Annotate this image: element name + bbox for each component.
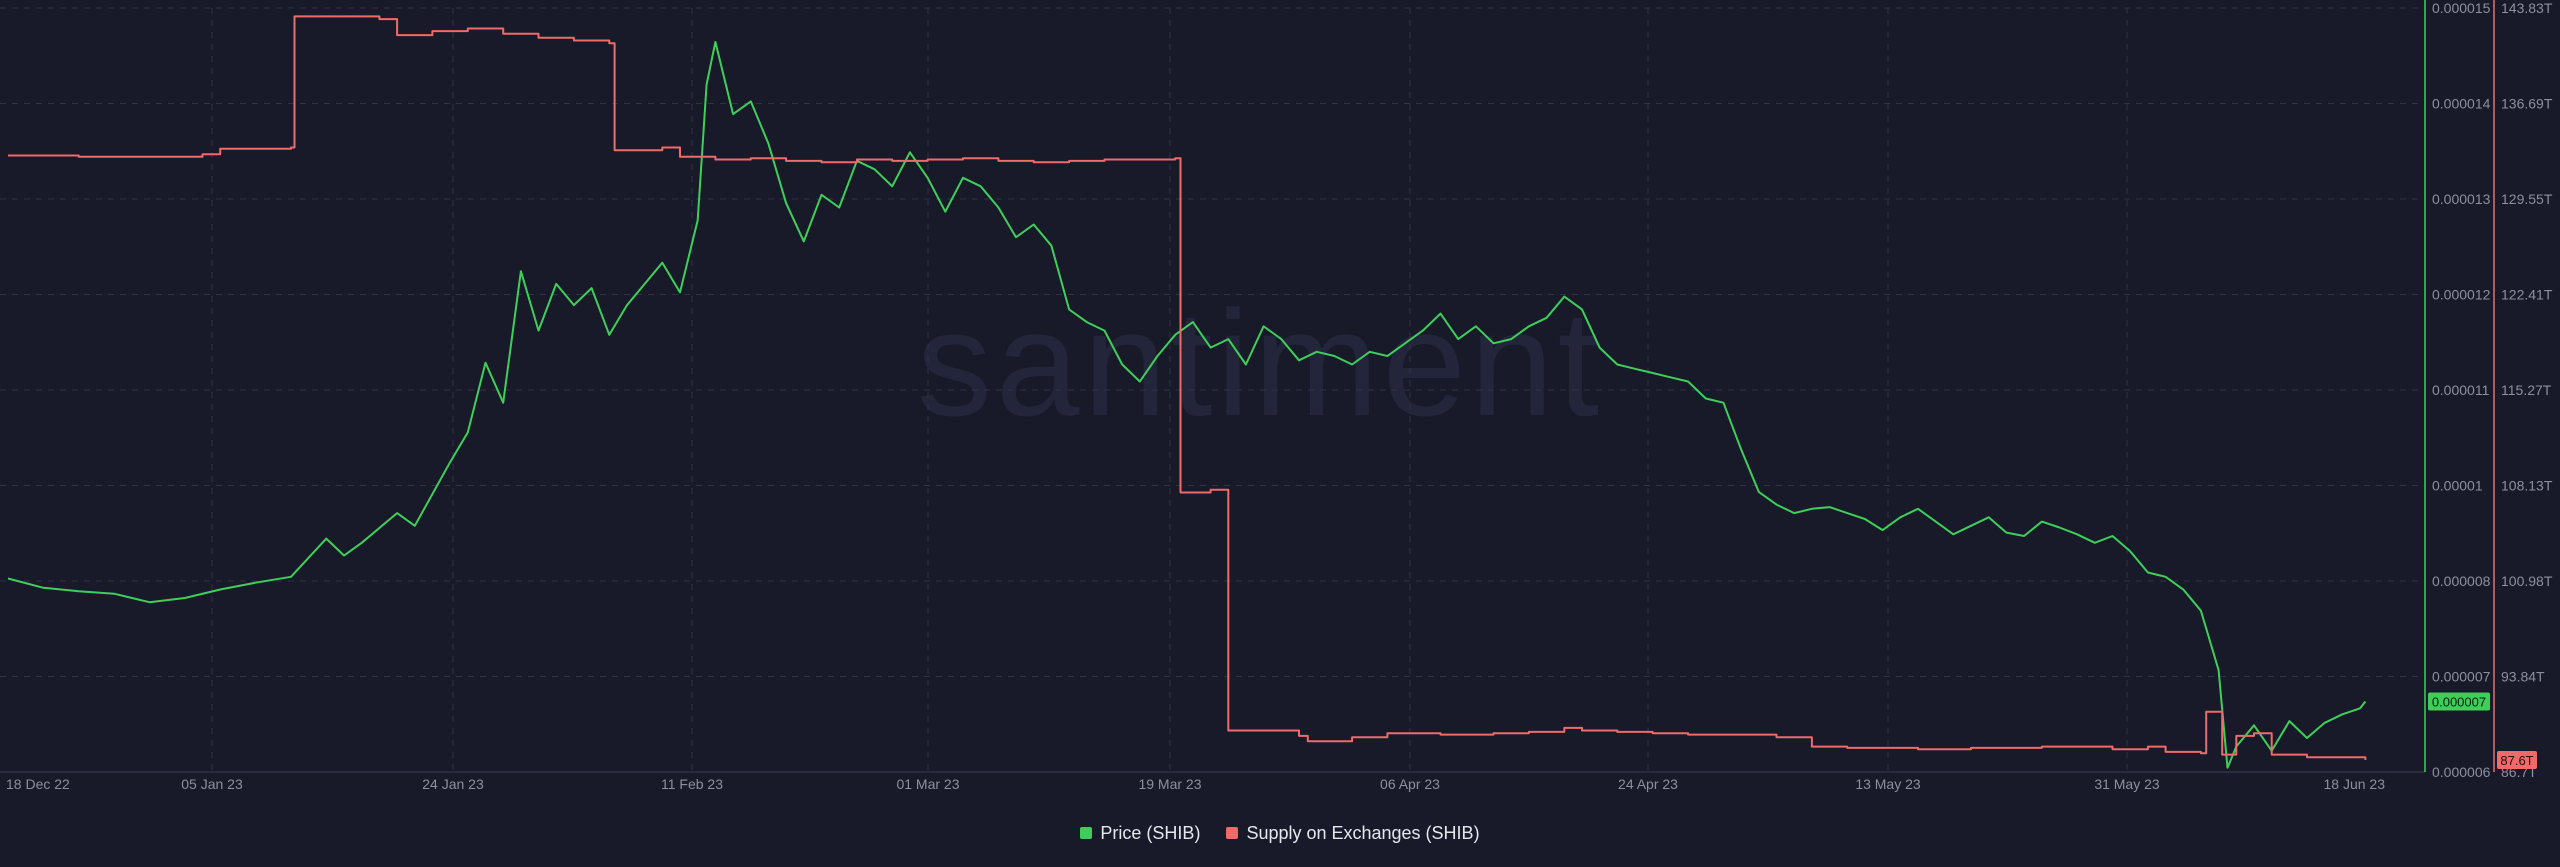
y-left-tick-label: 0.000013 <box>2432 191 2491 207</box>
current-supply-label: 87.6T <box>2500 753 2533 768</box>
y-left-tick-label: 0.000011 <box>2432 382 2490 398</box>
current-price-label: 0.000007 <box>2432 695 2486 710</box>
y-right-tick-label: 108.13T <box>2501 478 2553 494</box>
legend-label-supply: Supply on Exchanges (SHIB) <box>1246 822 1480 843</box>
x-tick-label: 18 Jun 23 <box>2324 776 2386 792</box>
watermark: santiment <box>917 279 1603 447</box>
y-left-tick-label: 0.000008 <box>2432 573 2491 589</box>
y-right-tick-label: 122.41T <box>2501 287 2553 303</box>
price-series-line <box>7 41 2367 769</box>
x-tick-label: 24 Apr 23 <box>1618 776 1678 792</box>
y-right-tick-label: 136.69T <box>2501 96 2553 112</box>
x-tick-label: 01 Mar 23 <box>896 776 959 792</box>
x-tick-label: 18 Dec 22 <box>6 776 70 792</box>
y-left-tick-label: 0.000014 <box>2432 96 2491 112</box>
grid-layer <box>0 7 2425 773</box>
legend-item-supply[interactable]: Supply on Exchanges (SHIB) <box>1226 822 1480 844</box>
current-price-badge <box>2428 692 2490 711</box>
y-right-tick-label: 143.83T <box>2501 0 2553 16</box>
y-right-tick-label: 129.55T <box>2501 191 2553 207</box>
y-left-tick-label: 0.000007 <box>2432 669 2491 685</box>
x-tick-label: 06 Apr 23 <box>1380 776 1440 792</box>
y-right-tick-label: 115.27T <box>2501 382 2552 398</box>
legend: Price (SHIB) Supply on Exchanges (SHIB) <box>0 818 2560 848</box>
series-layer <box>7 15 2367 769</box>
axis-layer: 18 Dec 22 05 Jan 23 24 Jan 23 11 Feb 23 01 M… <box>0 0 2553 792</box>
supply-series-line <box>8 15 2367 760</box>
x-tick-label: 31 May 23 <box>2094 776 2160 792</box>
x-tick-label: 19 Mar 23 <box>1138 776 1201 792</box>
legend-swatch-supply <box>1226 827 1239 839</box>
y-right-tick-label: 100.98T <box>2501 573 2553 589</box>
y-left-tick-label: 0.000015 <box>2432 0 2491 16</box>
legend-label-price: Price (SHIB) <box>1100 822 1201 843</box>
y-left-tick-label: 0.00001 <box>2432 478 2483 494</box>
current-supply-badge <box>2497 750 2537 769</box>
legend-item-price[interactable]: Price (SHIB) <box>1080 823 1200 844</box>
y-left-tick-label: 0.000006 <box>2432 764 2491 780</box>
x-tick-label: 24 Jan 23 <box>422 776 484 792</box>
y-right-tick-label: 93.84T <box>2501 669 2545 685</box>
x-tick-label: 11 Feb 23 <box>661 776 723 792</box>
x-tick-label: 13 May 23 <box>1855 776 1921 792</box>
x-tick-label: 05 Jan 23 <box>181 776 243 792</box>
legend-swatch-price <box>1080 827 1093 839</box>
y-left-tick-label: 0.000012 <box>2432 287 2491 303</box>
